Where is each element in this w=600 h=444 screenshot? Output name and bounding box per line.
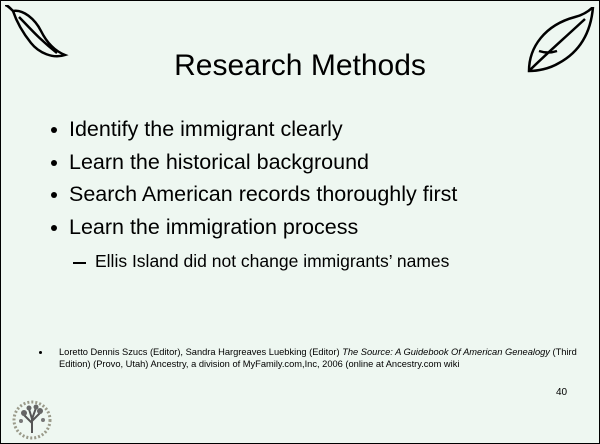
bullet-item: Identify the immigrant clearly (49, 113, 457, 146)
bullet-item: Learn the immigration process (49, 211, 457, 244)
bullet-item: Learn the historical background (49, 146, 457, 179)
bullet-text: Learn the immigration process (69, 215, 358, 239)
bullet-text: Search American records thoroughly first (69, 182, 457, 206)
sub-bullet: Ellis Island did not change immigrants’ … (73, 251, 449, 272)
logo (9, 399, 55, 441)
reference: Loretto Dennis Szucs (Editor), Sandra Ha… (59, 347, 579, 370)
slide: Research Methods Identify the immigrant … (0, 0, 600, 444)
bullet-item: Search American records thoroughly first (49, 178, 457, 211)
slide-title: Research Methods (1, 49, 599, 83)
sub-bullet-text: Ellis Island did not change immigrants’ … (95, 251, 449, 271)
reference-book-title: The Source: A Guidebook Of American Gene… (342, 347, 550, 357)
bullet-text: Identify the immigrant clearly (69, 117, 343, 141)
page-number: 40 (556, 387, 567, 398)
bullet-list: Identify the immigrant clearly Learn the… (49, 113, 457, 243)
reference-authors: Loretto Dennis Szucs (Editor), Sandra Ha… (59, 347, 342, 357)
bullet-text: Learn the historical background (69, 150, 369, 174)
